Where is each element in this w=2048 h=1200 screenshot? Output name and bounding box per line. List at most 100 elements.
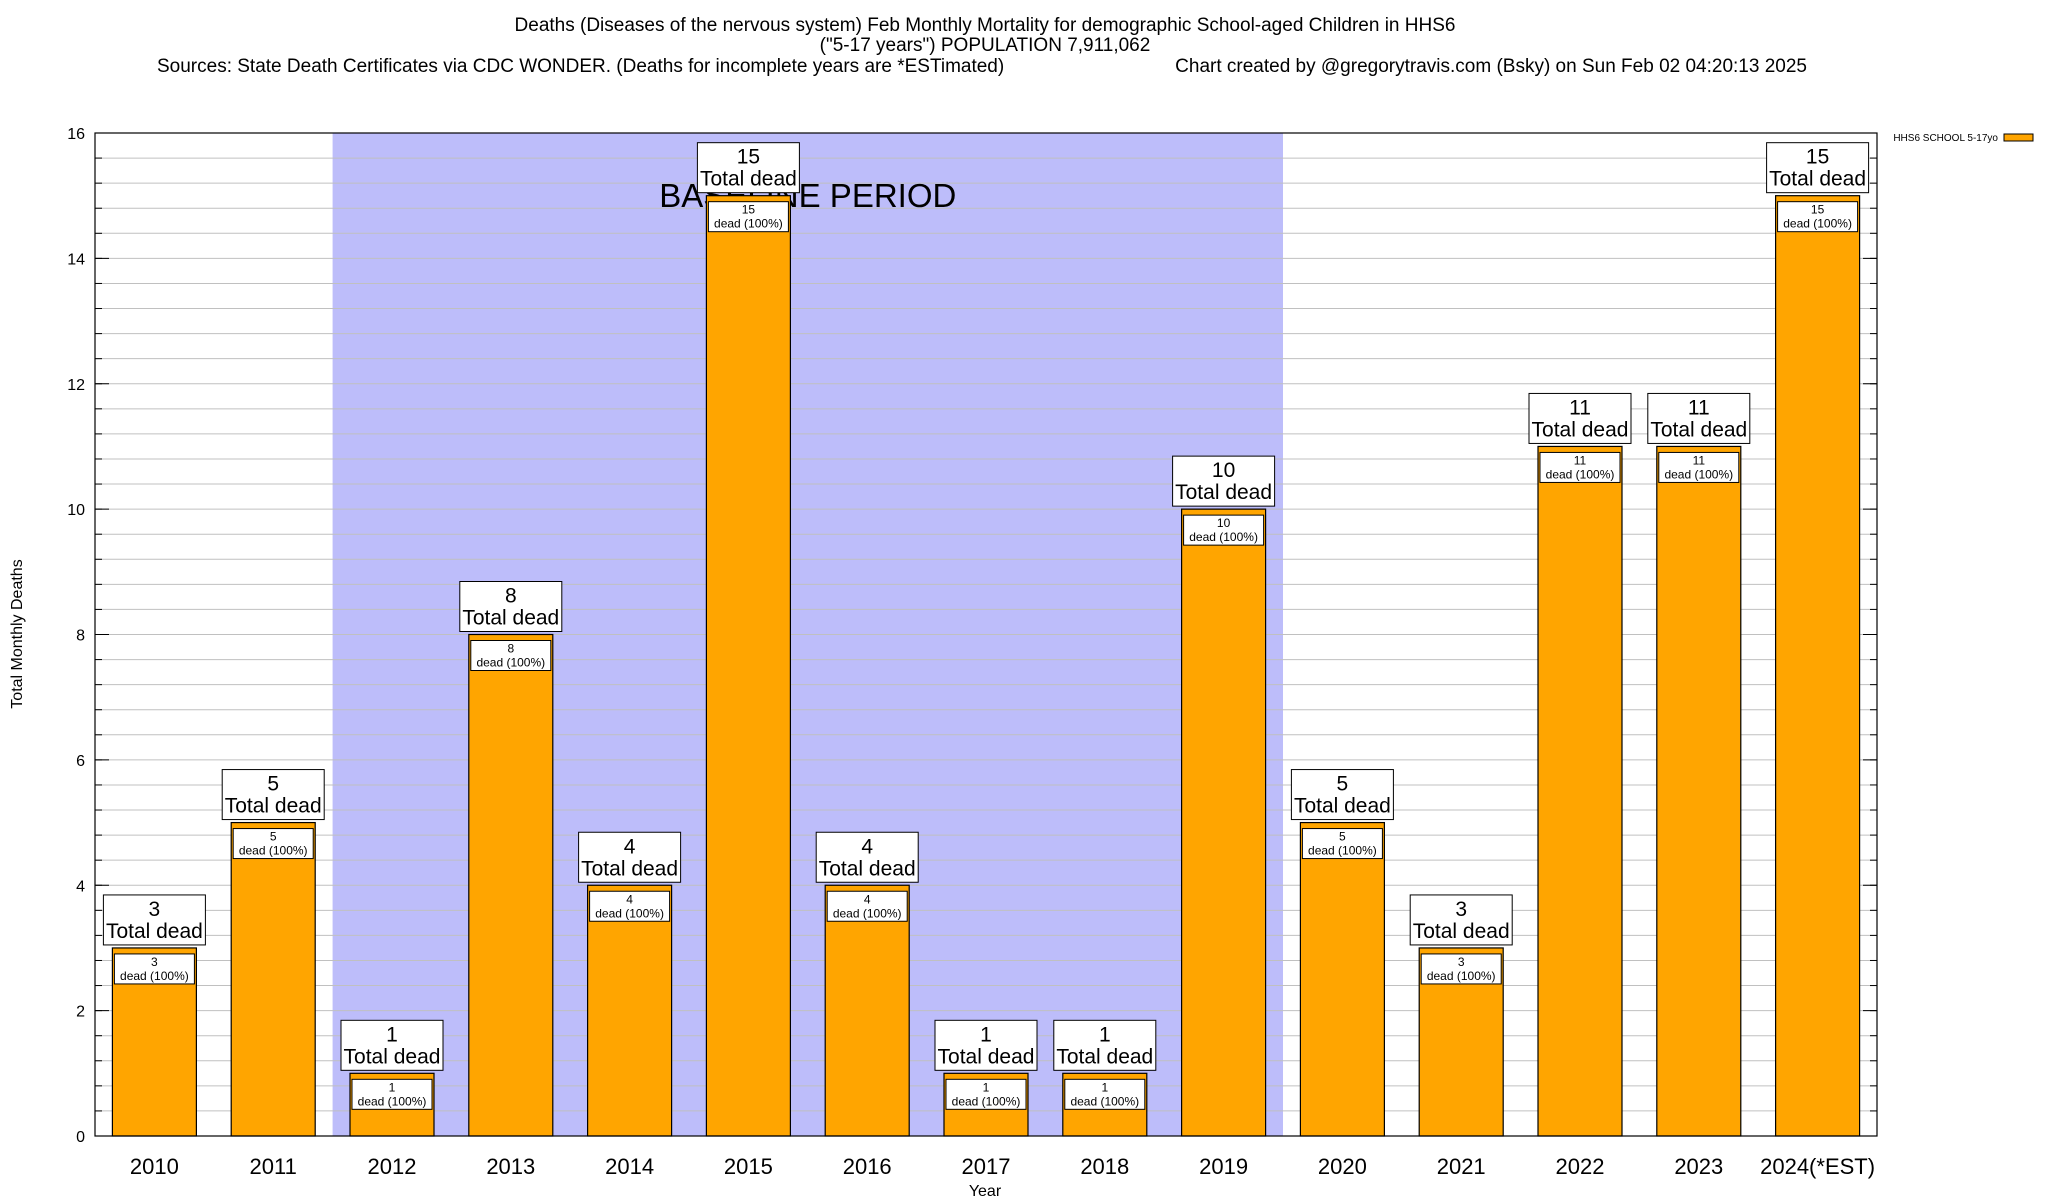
total-label-box [459, 581, 563, 632]
x-tick-label: 2020 [1318, 1154, 1367, 1179]
plot-frame [94, 132, 1878, 1137]
chart-title-line2: ("5-17 years") POPULATION 7,911,062 [820, 35, 1151, 56]
segment-label-text: dead (100%) [714, 217, 783, 231]
segment-label-text: dead (100%) [358, 1094, 427, 1108]
segment-label-value: 11 [1574, 453, 1587, 467]
segment-label-box [707, 201, 789, 233]
total-label-text: Total dead [1769, 168, 1866, 191]
segment-label-box [1064, 1078, 1146, 1110]
x-axis-label: Year [969, 1183, 1002, 1200]
segment-label-text: dead (100%) [1189, 530, 1258, 544]
total-label-box [1766, 142, 1870, 194]
bar [824, 884, 910, 1137]
x-tick-label: 2024(*EST) [1760, 1154, 1875, 1179]
y-tick-label: 12 [67, 377, 85, 394]
total-label-box [815, 831, 919, 883]
total-label-text: Total dead [581, 857, 678, 880]
total-label-box [1647, 392, 1751, 444]
segment-label-text: dead (100%) [1427, 969, 1496, 983]
segment-label-value: 15 [1811, 203, 1825, 217]
x-tick-label: 2021 [1437, 1154, 1486, 1179]
x-tick-label: 2019 [1199, 1154, 1248, 1179]
segment-label-value: 11 [1693, 453, 1706, 467]
x-tick-label: 2022 [1556, 1154, 1605, 1179]
x-tick-label: 2014 [605, 1154, 654, 1179]
total-label-text: Total dead [1413, 920, 1510, 943]
bar [468, 633, 554, 1137]
total-label-text: Total dead [344, 1045, 441, 1068]
total-label-value: 1 [386, 1023, 398, 1046]
segment-label-box [1301, 828, 1383, 860]
segment-label-value: 1 [1101, 1080, 1108, 1094]
total-label-text: Total dead [106, 920, 203, 943]
total-label-text: Total dead [1294, 795, 1391, 818]
total-label-box [1053, 1019, 1157, 1071]
segment-label-box [232, 828, 314, 860]
segment-label-box [470, 640, 552, 671]
total-label-value: 15 [1806, 146, 1829, 169]
segment-label-text: dead (100%) [1070, 1094, 1139, 1108]
bar [230, 821, 316, 1137]
total-label-box [221, 769, 325, 821]
segment-label-text: dead (100%) [595, 906, 664, 920]
segment-label-value: 15 [742, 203, 756, 217]
segment-label-text: dead (100%) [239, 844, 308, 858]
total-label-box [1409, 894, 1513, 946]
bar [1299, 821, 1386, 1137]
total-label-text: Total dead [1175, 481, 1272, 504]
total-label-box [1290, 769, 1394, 821]
total-label-value: 11 [1569, 396, 1591, 419]
y-tick-label: 0 [76, 1129, 85, 1146]
segment-label-value: 10 [1217, 516, 1231, 530]
segment-label-value: 1 [983, 1080, 990, 1094]
total-label-value: 11 [1688, 396, 1710, 419]
total-label-box [934, 1019, 1038, 1071]
segment-label-value: 3 [1458, 955, 1465, 969]
total-label-value: 5 [1337, 773, 1349, 796]
segment-label-value: 5 [270, 830, 277, 844]
x-tick-label: 2023 [1674, 1154, 1723, 1179]
segment-label-value: 5 [1339, 830, 1346, 844]
legend-label: HHS6 SCHOOL 5-17yo [1893, 133, 1998, 144]
segment-label-text: dead (100%) [476, 656, 545, 670]
total-label-box [1528, 392, 1632, 444]
segment-label-text: dead (100%) [120, 969, 189, 983]
total-label-value: 4 [861, 835, 873, 858]
segment-label-text: dead (100%) [1664, 467, 1733, 481]
total-label-value: 4 [624, 835, 636, 858]
x-tick-label: 2015 [724, 1154, 773, 1179]
segment-label-text: dead (100%) [1783, 217, 1852, 231]
segment-label-box [1658, 451, 1740, 483]
y-axis-label: Total Monthly Deaths [9, 559, 26, 708]
chart-sources: Sources: State Death Certificates via CD… [157, 56, 1004, 77]
total-label-box [1172, 455, 1276, 507]
segment-label-text: dead (100%) [833, 906, 902, 920]
total-label-value: 10 [1212, 459, 1235, 482]
total-label-value: 3 [149, 898, 161, 921]
segment-label-value: 4 [864, 892, 871, 906]
total-label-value: 3 [1455, 898, 1467, 921]
segment-label-box [945, 1078, 1027, 1110]
segment-label-text: dead (100%) [952, 1094, 1021, 1108]
segment-label-box [589, 890, 671, 922]
x-tick-label: 2017 [962, 1154, 1011, 1179]
total-label-text: Total dead [1056, 1045, 1153, 1068]
segment-label-value: 4 [626, 892, 633, 906]
legend-swatch [2003, 133, 2034, 142]
total-label-value: 5 [267, 773, 279, 796]
bar [1180, 508, 1267, 1137]
bar [1537, 445, 1623, 1137]
y-tick-label: 6 [76, 753, 85, 770]
legend: HHS6 SCHOOL 5-17yo [1893, 133, 2034, 144]
x-tick-label: 2012 [368, 1154, 417, 1179]
segment-label-box [1183, 514, 1265, 546]
segment-label-text: dead (100%) [1546, 467, 1615, 481]
total-label-text: Total dead [700, 168, 797, 191]
segment-label-box [1420, 953, 1502, 985]
total-label-value: 1 [980, 1023, 992, 1046]
y-tick-label: 14 [67, 251, 85, 268]
total-label-value: 8 [505, 585, 517, 608]
total-label-text: Total dead [938, 1045, 1035, 1068]
x-tick-label: 2016 [843, 1154, 892, 1179]
